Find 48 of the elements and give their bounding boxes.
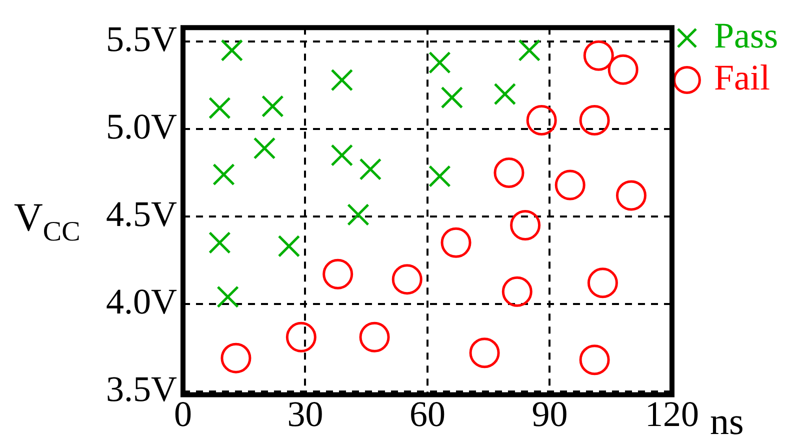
point: [554, 170, 586, 200]
point: [212, 163, 235, 186]
point: [330, 68, 354, 92]
point: [278, 235, 300, 258]
x-axis-title: ns: [710, 401, 744, 438]
y-tick-label: 4.5V: [106, 194, 177, 234]
point: [428, 51, 451, 74]
y-tick-label: 5.0V: [106, 106, 177, 146]
legend-label: Fail: [714, 57, 770, 98]
x-tick-label: 120: [644, 394, 699, 434]
point: [220, 39, 244, 62]
x-tick-label: 0: [174, 394, 192, 434]
point: [347, 204, 370, 226]
x-tick-label: 30: [287, 394, 324, 434]
legend-label: Pass: [714, 15, 778, 56]
point: [616, 180, 646, 211]
x-tick-label: 60: [409, 394, 446, 434]
point: [502, 276, 532, 307]
point: [608, 54, 638, 85]
point: [392, 264, 422, 295]
point: [469, 338, 500, 368]
y-tick-label: 4.0V: [106, 281, 177, 322]
point: [261, 95, 284, 118]
point: [330, 144, 354, 166]
point: [220, 342, 252, 374]
point: [359, 158, 382, 180]
point: [286, 322, 316, 352]
point: [579, 105, 610, 136]
point: [494, 157, 524, 188]
x-tick-label: 90: [532, 394, 568, 434]
y-tick-label: 5.5V: [106, 19, 177, 60]
point: [359, 322, 390, 352]
point: [494, 82, 516, 106]
point: [440, 86, 464, 109]
point: [583, 40, 614, 71]
point: [216, 286, 239, 308]
point: [440, 227, 472, 258]
point: [428, 165, 451, 188]
point: [208, 96, 231, 120]
point: [253, 137, 276, 160]
y-tick-label: 3.5V: [106, 368, 177, 409]
point: [322, 258, 354, 290]
point: [518, 39, 541, 62]
point: [208, 232, 231, 254]
point: [526, 105, 557, 136]
point: [579, 344, 610, 376]
point: [510, 210, 541, 240]
point: [587, 268, 618, 298]
